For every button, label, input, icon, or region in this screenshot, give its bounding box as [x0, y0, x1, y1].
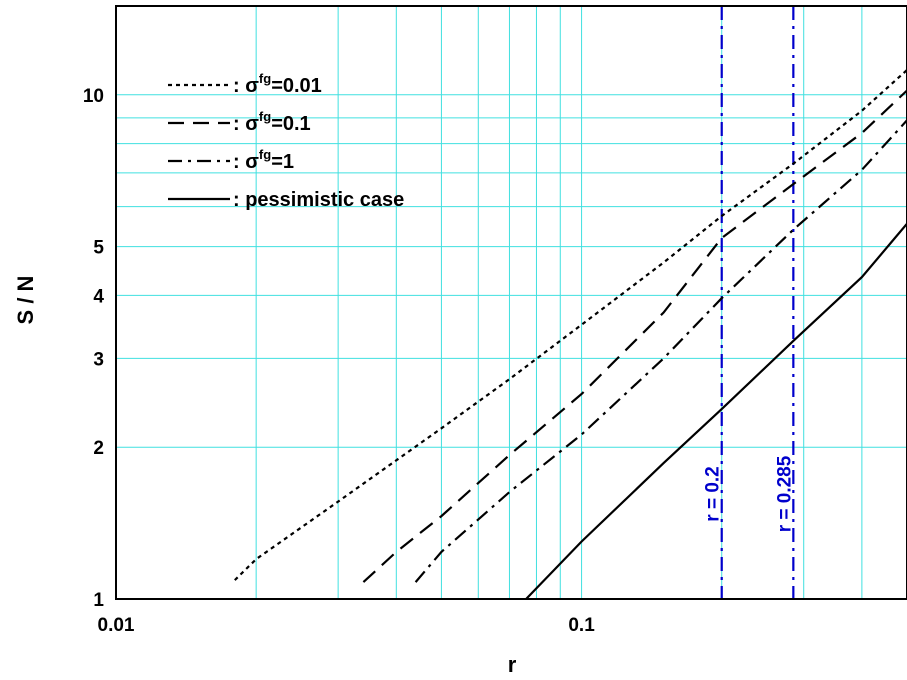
x-axis-label: r	[508, 652, 517, 677]
series-line	[414, 119, 907, 583]
legend: : σfg=0.01 : σfg=0.1 : σfg=1 : pessimistic …	[168, 71, 404, 211]
series-line	[525, 222, 907, 600]
plot-border	[115, 5, 907, 600]
plot-frame	[115, 5, 907, 600]
marker-lines: r = 0.2 r = 0.285	[703, 6, 795, 599]
y-tick-label: 3	[93, 349, 104, 370]
y-tick-label: 1	[93, 590, 104, 611]
series-line	[362, 89, 907, 583]
y-tick-label: 10	[83, 86, 104, 107]
legend-entry: : σfg=0.01	[233, 71, 322, 97]
marker-label: r = 0.285	[774, 455, 795, 532]
tick-labels: 1 2 3 4 5 10 0.01 0.1	[83, 86, 595, 636]
y-tick-label: 2	[93, 438, 104, 459]
x-tick-label: 0.1	[568, 615, 595, 636]
series-lines	[234, 69, 907, 600]
x-tick-label: 0.01	[98, 615, 135, 636]
series-line	[234, 69, 907, 581]
y-axis-label: S / N	[13, 276, 38, 325]
y-tick-label: 5	[93, 238, 104, 259]
y-tick-label: 4	[93, 286, 104, 307]
marker-label: r = 0.2	[703, 466, 724, 521]
legend-entry: : pessimistic case	[233, 189, 404, 211]
legend-entry: : σfg=0.1	[233, 109, 311, 135]
legend-entry: : σfg=1	[233, 147, 294, 173]
